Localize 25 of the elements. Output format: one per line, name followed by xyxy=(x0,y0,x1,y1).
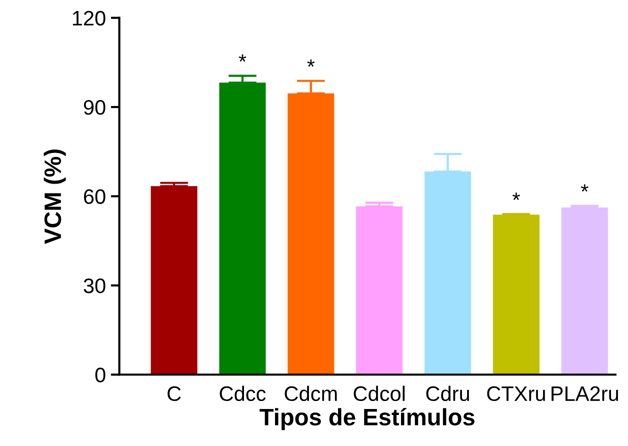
annotation: * xyxy=(307,59,315,67)
x-tick-label: Cdcm xyxy=(284,386,337,402)
bar xyxy=(288,93,334,375)
annotation: * xyxy=(512,192,520,200)
x-tick-label: Cdcol xyxy=(354,386,405,402)
x-tick-label: Cdru xyxy=(426,386,469,402)
x-tick-label: Cdcc xyxy=(220,386,266,402)
bar xyxy=(561,208,608,375)
bar xyxy=(356,206,403,375)
bar xyxy=(150,186,198,375)
bar xyxy=(219,82,266,375)
x-tick-label: C xyxy=(168,386,181,402)
y-tick-label: 0 xyxy=(95,368,106,382)
x-axis-title: Tipos de Estímulos xyxy=(260,408,474,430)
y-tick-label: 120 xyxy=(72,10,106,26)
y-tick-label: 30 xyxy=(84,278,106,294)
annotation: * xyxy=(238,54,246,62)
x-tick-label: CTXru xyxy=(487,386,545,402)
bar xyxy=(424,172,472,375)
y-tick-label: 90 xyxy=(84,100,106,115)
x-tick-label: PLA2ru xyxy=(552,386,618,402)
bar xyxy=(492,214,540,375)
y-axis-title: VCM (%) xyxy=(44,150,66,244)
y-tick-label: 60 xyxy=(84,189,106,204)
annotation: * xyxy=(580,184,588,192)
